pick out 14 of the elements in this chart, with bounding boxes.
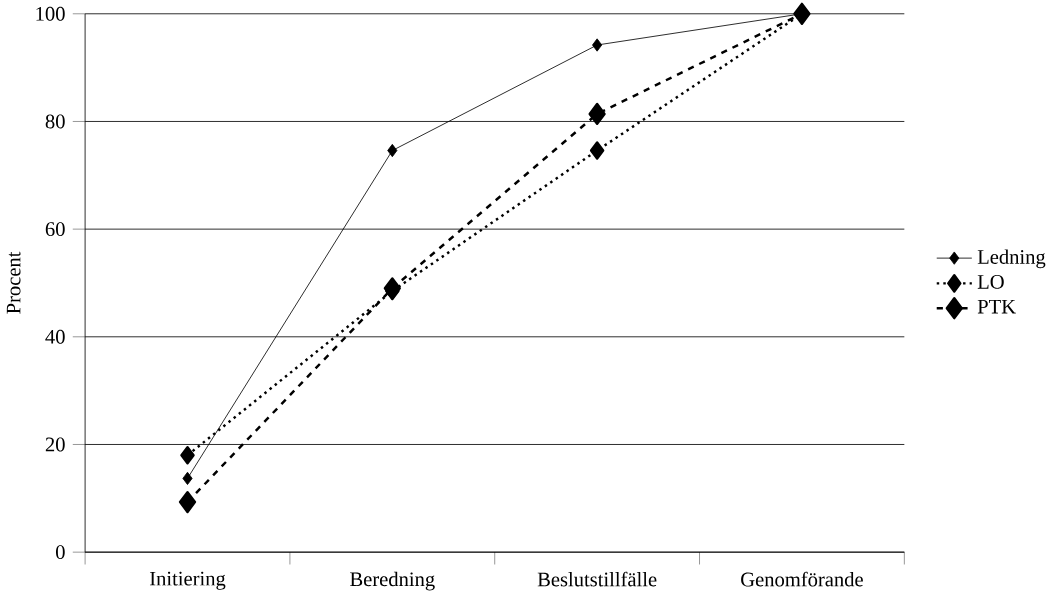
y-tick-label: 0 (55, 545, 65, 559)
x-tick-label: Initiering (149, 571, 226, 590)
x-tick-label: Beslutstillfälle (537, 571, 657, 587)
legend-label: Ledning (977, 249, 1046, 268)
x-tick-label: Genomförande (741, 571, 863, 587)
y-tick-label: 60 (45, 222, 65, 236)
y-tick-label: 20 (45, 437, 65, 452)
y-axis-title: Procent (6, 251, 21, 314)
legend-label: PTK (977, 299, 1016, 314)
y-tick-label: 80 (45, 114, 65, 129)
y-tick-label: 100 (36, 6, 65, 21)
legend-label: LO (977, 274, 1004, 289)
x-tick-label: Beredning (350, 571, 435, 591)
y-tick-label: 40 (45, 329, 65, 344)
